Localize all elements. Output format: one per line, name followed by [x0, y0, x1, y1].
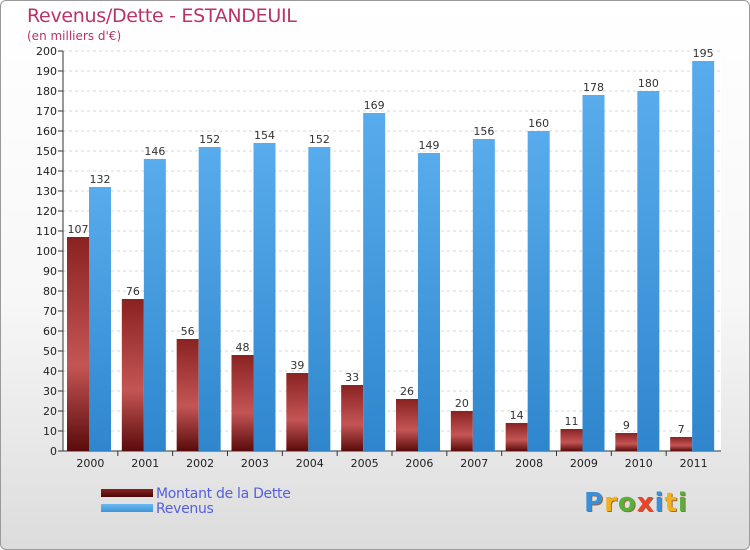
x-tick-label: 2008: [515, 457, 543, 470]
data-label: 132: [90, 173, 111, 186]
data-label: 26: [400, 385, 414, 398]
bar-dette: [505, 423, 528, 451]
data-label: 48: [236, 341, 250, 354]
x-tick-label: 2002: [186, 457, 214, 470]
bar-revenus: [253, 143, 276, 451]
bar-revenus: [692, 61, 715, 451]
y-tick-label: 40: [43, 365, 57, 378]
logo-letter: t: [664, 488, 678, 518]
data-label: 152: [199, 133, 220, 146]
y-tick-label: 60: [43, 325, 57, 338]
y-tick-label: 170: [36, 105, 57, 118]
bar-revenus: [363, 113, 386, 451]
y-tick-label: 140: [36, 165, 57, 178]
bar-revenus: [308, 147, 331, 451]
proxiti-logo: Proxiti: [584, 488, 688, 518]
y-tick-label: 20: [43, 405, 57, 418]
y-tick-label: 80: [43, 285, 57, 298]
bar-revenus: [582, 95, 605, 451]
bar-dette: [560, 429, 583, 451]
y-tick-label: 150: [36, 145, 57, 158]
data-label: 39: [290, 359, 304, 372]
y-tick-label: 70: [43, 305, 57, 318]
bar-dette: [231, 355, 254, 451]
logo-letter: P: [584, 488, 605, 518]
data-label: 195: [693, 47, 714, 60]
bar-revenus: [637, 91, 660, 451]
data-label: 146: [144, 145, 165, 158]
bar-revenus: [89, 187, 111, 451]
x-tick-label: 2009: [570, 457, 598, 470]
data-label: 20: [455, 397, 469, 410]
logo-letter: r: [604, 488, 618, 518]
data-label: 14: [510, 409, 524, 422]
bar-dette: [670, 437, 693, 451]
x-tick-label: 2011: [680, 457, 708, 470]
x-tick-label: 2000: [76, 457, 104, 470]
x-tick-label: 2010: [625, 457, 653, 470]
x-tick-label: 2005: [351, 457, 379, 470]
data-label: 149: [419, 139, 440, 152]
chart-subtitle: (en milliers d'€): [27, 29, 122, 43]
logo-letter: x: [636, 488, 655, 518]
y-tick-label: 90: [43, 265, 57, 278]
bar-dette: [121, 299, 144, 451]
data-label: 154: [254, 129, 275, 142]
bar-revenus: [198, 147, 221, 451]
data-label: 178: [583, 81, 604, 94]
bar-dette: [67, 237, 89, 451]
bar-dette: [615, 433, 638, 451]
x-tick-label: 2006: [405, 457, 433, 470]
bar-dette: [176, 339, 199, 451]
y-tick-label: 180: [36, 85, 57, 98]
bar-dette: [450, 411, 473, 451]
logo-letter: i: [654, 488, 665, 518]
legend-swatch-revenus: [101, 504, 153, 512]
bar-revenus: [418, 153, 440, 451]
data-label: 156: [473, 125, 494, 138]
y-tick-label: 120: [36, 205, 57, 218]
y-tick-label: 0: [50, 445, 57, 458]
bar-revenus: [472, 139, 495, 451]
bar-dette: [396, 399, 418, 451]
y-tick-label: 10: [43, 425, 57, 438]
data-label: 9: [623, 419, 630, 432]
y-tick-label: 100: [36, 245, 57, 258]
x-tick-label: 2004: [296, 457, 324, 470]
legend-swatch-dette: [101, 489, 153, 497]
logo-letter: i: [677, 488, 688, 518]
y-tick-label: 190: [36, 65, 57, 78]
bar-revenus: [527, 131, 550, 451]
y-tick-label: 130: [36, 185, 57, 198]
x-tick-label: 2001: [131, 457, 159, 470]
data-label: 11: [565, 415, 579, 428]
data-label: 33: [345, 371, 359, 384]
data-label: 160: [528, 117, 549, 130]
legend-label-dette: Montant de la Dette: [156, 486, 291, 502]
data-label: 7: [678, 423, 685, 436]
x-tick-label: 2007: [460, 457, 488, 470]
chart-title: Revenus/Dette - ESTANDEUIL: [27, 5, 297, 27]
data-label: 180: [638, 77, 659, 90]
logo-letter: o: [617, 488, 637, 518]
y-tick-label: 110: [36, 225, 57, 238]
data-label: 152: [309, 133, 330, 146]
x-tick-label: 2003: [241, 457, 269, 470]
legend-label-revenus: Revenus: [156, 501, 214, 517]
data-label: 107: [68, 223, 89, 236]
y-tick-label: 160: [36, 125, 57, 138]
bar-revenus: [143, 159, 166, 451]
bar-dette: [286, 373, 309, 451]
data-label: 56: [181, 325, 195, 338]
y-tick-label: 30: [43, 385, 57, 398]
y-tick-label: 50: [43, 345, 57, 358]
data-label: 169: [364, 99, 385, 112]
bar-dette: [341, 385, 364, 451]
data-label: 76: [126, 285, 140, 298]
y-tick-label: 200: [36, 45, 57, 58]
